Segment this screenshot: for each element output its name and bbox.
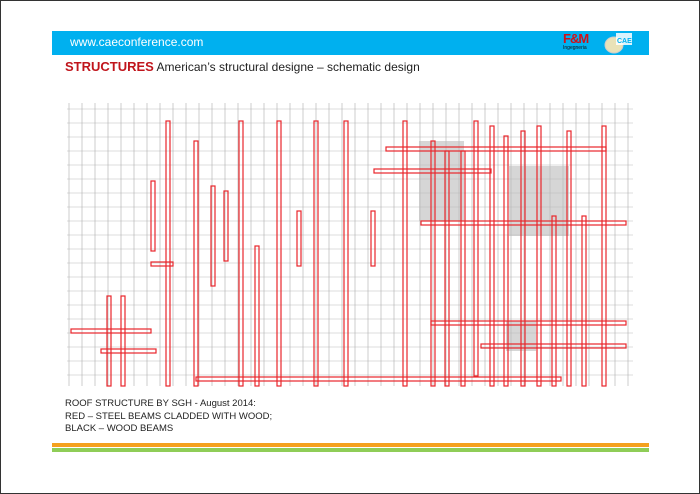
steel-beam [165, 120, 171, 387]
svg-text:CAE: CAE [617, 38, 632, 45]
caption-line: RED – STEEL BEAMS CLADDED WITH WOOD; [65, 410, 273, 422]
steel-beam [106, 295, 112, 387]
steel-beam [581, 215, 587, 387]
steel-beam [489, 125, 495, 387]
steel-beam [210, 185, 216, 287]
steel-beam [430, 320, 627, 326]
steel-beam [420, 220, 627, 226]
website-url[interactable]: www.caeconference.com [70, 35, 204, 49]
steel-beam [402, 120, 408, 387]
hatched-area [419, 141, 464, 221]
slide-title: STRUCTURES American’s structural designe… [65, 59, 420, 74]
steel-beam [566, 130, 572, 387]
steel-beam [601, 125, 607, 387]
steel-beam [223, 190, 229, 262]
orange-rule [52, 443, 649, 447]
steel-beam [480, 343, 627, 349]
hatched-area [509, 166, 569, 236]
fm-ingegneria-logo: F&M Ingegneria [563, 31, 589, 51]
steel-beam [551, 215, 557, 387]
steel-beam [385, 146, 607, 152]
steel-beam [536, 125, 542, 387]
green-rule [52, 448, 649, 452]
slide-subtitle: American’s structural designe – schemati… [156, 60, 420, 74]
steel-beam [296, 210, 302, 267]
steel-beam [238, 120, 244, 387]
steel-beam [520, 130, 526, 387]
steel-beam [430, 140, 436, 387]
caption-line: BLACK – WOOD BEAMS [65, 423, 174, 434]
steel-beam [150, 261, 174, 267]
steel-beam [254, 245, 260, 387]
roof-structure-drawing [67, 103, 633, 387]
steel-beam [370, 210, 376, 267]
steel-beam [313, 120, 319, 387]
steel-beam [343, 120, 349, 387]
caption: ROOF STRUCTURE BY SGH - August 2014: RED… [65, 398, 272, 436]
steel-beam [473, 120, 479, 377]
cae-logo: CAE [604, 33, 632, 54]
steel-beam [276, 120, 282, 387]
steel-beam [503, 135, 509, 387]
section-label: STRUCTURES [65, 59, 154, 74]
steel-beam [70, 328, 152, 334]
header-banner: www.caeconference.com F&M Ingegneria CAE [52, 31, 649, 55]
steel-beam [195, 376, 562, 382]
steel-beam [100, 348, 157, 354]
steel-beam [120, 295, 126, 387]
caption-line: ROOF STRUCTURE BY SGH - August 2014: [65, 398, 256, 409]
steel-beam [373, 168, 492, 174]
steel-beam [193, 140, 199, 387]
steel-beam [150, 180, 156, 252]
